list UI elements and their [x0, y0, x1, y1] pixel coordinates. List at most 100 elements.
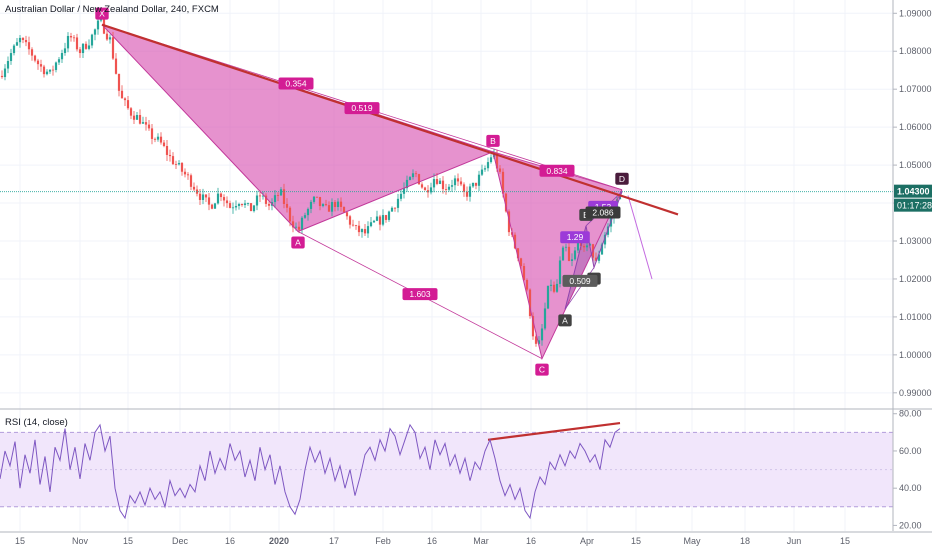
- candle-body: [276, 195, 280, 196]
- small-ratio-label: 2.086: [592, 208, 614, 218]
- candle-body: [165, 146, 169, 155]
- candle-body: [501, 171, 505, 194]
- candle-body: [54, 62, 58, 70]
- pattern-triangle-xab: [102, 24, 493, 232]
- candle-body: [318, 197, 322, 207]
- price-tick-label: 1.02000: [899, 274, 932, 284]
- time-tick-label: May: [683, 536, 701, 546]
- candle-body: [564, 246, 568, 248]
- candle-body: [75, 37, 79, 50]
- candle-body: [186, 174, 190, 176]
- pattern-point-label-X: X: [99, 9, 105, 19]
- candle-body: [141, 122, 145, 124]
- candle-body: [294, 226, 298, 228]
- small-ratio-label: 1.29: [567, 232, 584, 242]
- rsi-tick-label: 60.00: [899, 446, 922, 456]
- candle-body: [486, 162, 490, 169]
- time-tick-label: Dec: [172, 536, 189, 546]
- candle-body: [261, 195, 265, 197]
- candle-body: [471, 182, 475, 187]
- last-price-box: [894, 184, 932, 198]
- candle-body: [282, 189, 286, 204]
- candle-body: [561, 247, 565, 261]
- rsi-line: [0, 423, 621, 520]
- pattern-point-label-A: A: [295, 238, 301, 248]
- projection-line: [627, 195, 653, 280]
- candle-body: [549, 284, 553, 286]
- candle-body: [321, 204, 325, 207]
- candle-body: [96, 20, 100, 30]
- candle-body: [3, 68, 7, 78]
- candle-body: [87, 45, 91, 49]
- candle-body: [33, 55, 37, 61]
- candle-body: [600, 244, 604, 255]
- rsi-tick-label: 80.00: [899, 409, 922, 419]
- time-tick-label: 15: [840, 536, 850, 546]
- candle-body: [330, 202, 334, 212]
- candle-body: [438, 180, 442, 184]
- candle-body: [279, 189, 283, 196]
- candle-body: [132, 115, 136, 120]
- candle-body: [465, 191, 469, 197]
- price-tick-label: 1.07000: [899, 84, 932, 94]
- candle-body: [480, 169, 484, 175]
- candle-body: [153, 138, 157, 140]
- candle-body: [267, 203, 271, 206]
- candle-body: [243, 203, 247, 206]
- candle-body: [372, 220, 376, 223]
- candle-body: [393, 207, 397, 209]
- price-tick-label: 1.00000: [899, 350, 932, 360]
- pattern-point-label-C-box: [535, 363, 549, 376]
- pattern-ratio-label-box: [344, 102, 380, 115]
- candle-body: [210, 204, 214, 209]
- candle-body: [576, 241, 580, 251]
- candle-body: [147, 124, 151, 129]
- candle-body: [498, 168, 502, 172]
- candle-body: [288, 207, 292, 222]
- price-resistance-line: [101, 23, 679, 216]
- candle-body: [555, 283, 559, 292]
- candle-body: [237, 204, 241, 206]
- candle-body: [405, 179, 409, 189]
- time-tick-label: 18: [740, 536, 750, 546]
- pattern-ratio-label: 1.603: [409, 289, 431, 299]
- candle-body: [453, 178, 457, 186]
- candle-body: [123, 98, 127, 101]
- candle-body: [252, 205, 256, 212]
- candle-body: [489, 157, 493, 163]
- candle-body: [582, 246, 586, 248]
- candle-body: [435, 179, 439, 184]
- rsi-tick-label: 20.00: [899, 520, 922, 530]
- candle-body: [594, 257, 598, 261]
- candle-body: [69, 35, 73, 38]
- candle-body: [399, 193, 403, 199]
- candle-body: [255, 195, 259, 206]
- candle-body: [369, 222, 373, 227]
- pattern-ratio-label-box: [402, 288, 438, 301]
- candle-body: [240, 204, 244, 206]
- pattern-zigzag: [564, 191, 623, 310]
- candle-body: [552, 284, 556, 292]
- candle-body: [93, 29, 97, 35]
- time-tick-label: Feb: [375, 536, 391, 546]
- candle-body: [249, 203, 253, 212]
- candle-body: [522, 266, 526, 280]
- time-tick-label: Apr: [580, 536, 594, 546]
- small-ratio-label-box: [560, 231, 590, 244]
- candle-body: [396, 198, 400, 208]
- candle-body: [225, 200, 229, 204]
- candle-body: [129, 108, 133, 116]
- candle-body: [6, 61, 10, 69]
- candle-body: [543, 308, 547, 329]
- candle-body: [402, 188, 406, 194]
- candles: [0, 13, 622, 347]
- pattern-ratio-label-box: [539, 164, 575, 177]
- candle-body: [90, 34, 94, 46]
- candle-body: [291, 221, 295, 228]
- rsi-tick-label: 40.00: [899, 483, 922, 493]
- candle-body: [72, 37, 76, 39]
- candle-body: [474, 182, 478, 186]
- candle-body: [429, 187, 433, 193]
- trendlines[interactable]: [101, 23, 679, 441]
